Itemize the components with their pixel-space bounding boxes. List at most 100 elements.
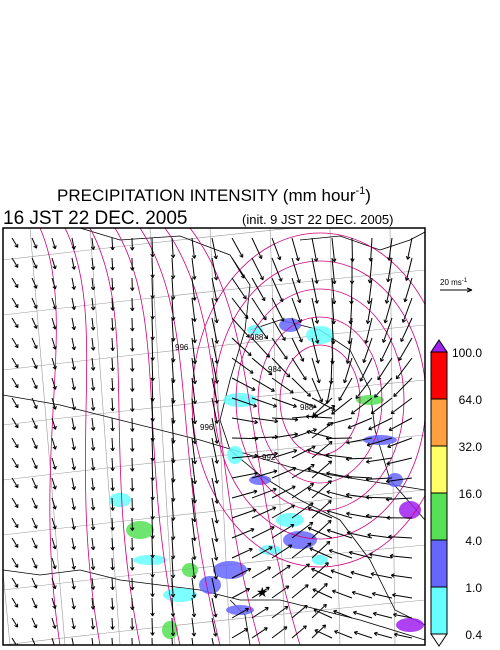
wind-vector [111, 437, 114, 451]
wind-head [130, 566, 135, 571]
wind-head [150, 573, 155, 578]
wind-vector [311, 297, 318, 324]
wind-vector [111, 357, 114, 371]
wind-vector [91, 317, 94, 331]
wind-head [91, 646, 95, 649]
wind-vector [151, 317, 154, 340]
wind-vector [251, 452, 278, 459]
wind-vector [311, 257, 318, 284]
isobar [89, 228, 141, 645]
wind-vector [231, 297, 249, 319]
wind-vector [363, 337, 373, 363]
wind-head [306, 429, 311, 435]
wind-vector [251, 526, 275, 539]
wind-vector [291, 464, 315, 479]
wind-head [214, 399, 219, 404]
wind-vector [11, 397, 19, 408]
wind-vector [191, 417, 196, 444]
wind-head [313, 258, 319, 262]
wind-vector [71, 417, 75, 431]
wind-vector [11, 537, 19, 548]
wind-vector [151, 397, 154, 422]
wind-vector [311, 405, 336, 419]
title: PRECIPITATION INTENSITY (mm hour-1) [57, 185, 371, 205]
wind-vector [251, 470, 278, 479]
wind-vector [31, 597, 37, 609]
wind-head [310, 464, 315, 468]
wind-head [307, 487, 312, 492]
wind-head [33, 304, 38, 309]
map-frame [2, 227, 426, 646]
wind-head [110, 307, 115, 311]
wind-head [311, 445, 316, 450]
wind-head [277, 256, 282, 261]
wind-head [52, 385, 57, 390]
wind-vector [11, 437, 19, 448]
wind-vector [31, 617, 37, 629]
wind-vector [111, 417, 114, 431]
wind-legend-head [466, 287, 473, 293]
wind-vector [346, 457, 373, 460]
graticule [3, 489, 425, 536]
wind-head [71, 625, 76, 630]
wind-head [150, 612, 155, 617]
wind-vector [390, 397, 413, 415]
wind-head [214, 538, 219, 542]
wind-vector [31, 517, 38, 529]
wind-vector [231, 455, 258, 459]
wind-vector [51, 377, 56, 390]
wind-head [71, 306, 76, 310]
wind-head [213, 276, 219, 281]
wind-vector [191, 237, 195, 259]
wind-head [388, 427, 393, 431]
colorbar-bottom [430, 633, 448, 647]
wind-vector [330, 569, 353, 579]
wind-vector [191, 537, 196, 560]
wind-vector [391, 574, 413, 579]
wind-vector [271, 297, 285, 322]
wind-vector [151, 597, 154, 616]
wind-head [191, 632, 197, 637]
wind-vector [91, 577, 94, 590]
wind-vector [271, 485, 296, 499]
wind-head [130, 347, 135, 352]
wind-vector [291, 277, 301, 303]
wind-vector [31, 637, 36, 645]
wind-vector [191, 337, 196, 364]
wind-vector [71, 317, 75, 330]
wind-vector [271, 626, 288, 639]
wind-vector [311, 583, 328, 599]
graticule [149, 228, 176, 645]
wind-vector [111, 517, 114, 531]
isobar-label: 984 [268, 365, 282, 374]
wind-head [348, 550, 353, 556]
wind-head [170, 574, 176, 579]
wind-vector [326, 377, 333, 404]
wind-vector [31, 417, 38, 429]
wind-head [191, 594, 197, 598]
wind-vector [352, 591, 373, 599]
wind-vector [347, 417, 373, 429]
wind-head [90, 566, 96, 570]
wind-vector [332, 590, 353, 599]
wind-head [71, 406, 77, 411]
wind-vector [71, 237, 75, 250]
wind-head [110, 327, 115, 331]
wind-vector [111, 277, 114, 291]
colorbar: 100.0 64.0 32.0 16.0 4.0 1.0 0.4 [430, 339, 482, 647]
wind-head [17, 643, 19, 645]
wind-head [327, 500, 332, 505]
wind-vector [151, 617, 154, 636]
wind-head [14, 504, 19, 509]
wind-head [192, 297, 197, 301]
wind-head [192, 339, 197, 344]
wind-head [90, 346, 96, 351]
wind-vector [388, 237, 393, 261]
wind-vector [327, 529, 353, 539]
wind-head [401, 318, 406, 323]
wind-vector [191, 317, 196, 343]
wind-vector [311, 337, 319, 364]
wind-vector [313, 609, 333, 619]
wind-vector [392, 594, 413, 599]
